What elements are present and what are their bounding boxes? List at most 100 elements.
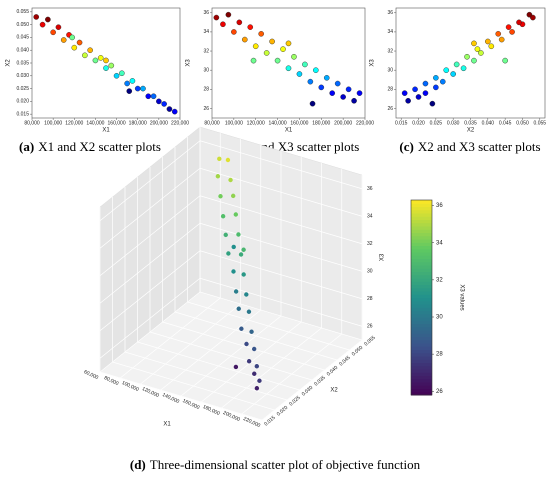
x-tick-label: 140,000: [269, 120, 287, 126]
point: [464, 53, 470, 60]
point: [471, 40, 477, 47]
x-axis-label: X1: [102, 128, 110, 134]
colorbar-band: [411, 294, 432, 298]
point: [509, 29, 515, 35]
point: [45, 16, 51, 23]
caption-text: Three-dimensional scatter plot of object…: [150, 457, 421, 472]
x-tick-label: 100,000: [44, 120, 62, 126]
y-tick-label: 0.025: [16, 86, 29, 92]
point: [443, 67, 450, 73]
colorbar-band: [411, 268, 432, 272]
grid-line: [199, 250, 363, 300]
x-tick-label: 160,000: [108, 120, 126, 126]
colorbar-frame: [410, 199, 433, 396]
point: [239, 326, 244, 331]
point: [274, 57, 281, 64]
colorbar-band: [411, 362, 432, 367]
point: [233, 212, 239, 217]
point: [150, 93, 157, 100]
point: [345, 86, 352, 93]
point: [39, 21, 46, 28]
point: [254, 386, 260, 391]
point: [236, 306, 241, 311]
point: [439, 78, 446, 85]
x-tick-label: 0.020: [412, 120, 425, 126]
colorbar-band: [411, 356, 432, 360]
colorbar-band: [411, 274, 432, 279]
colorbar-band: [411, 304, 432, 308]
caption: (d) Three-dimensional scatter plot of obj…: [130, 457, 421, 472]
colorbar-band: [411, 336, 432, 341]
point: [218, 194, 223, 199]
x-tick-label: 200,000: [334, 120, 352, 126]
point: [334, 80, 341, 87]
point: [223, 232, 228, 238]
point: [302, 61, 308, 68]
point: [244, 341, 249, 347]
y-tick-label: 26: [203, 106, 209, 112]
point: [356, 90, 363, 96]
point: [92, 57, 99, 64]
colorbar-band: [411, 343, 432, 347]
colorbar-band: [411, 359, 432, 363]
grid-line: [174, 311, 338, 361]
point: [460, 65, 467, 72]
point: [103, 57, 109, 64]
point: [87, 47, 93, 54]
y-axis-label: X2: [6, 59, 12, 67]
grid-line: [162, 321, 325, 371]
x-tick-label: 60,000: [83, 369, 100, 381]
colorbar-band: [411, 245, 432, 250]
colorbar-band: [411, 213, 432, 217]
x-tick-label: 180,000: [129, 120, 147, 126]
colorbar-band: [411, 300, 432, 305]
colorbar-band: [411, 385, 432, 389]
point: [285, 65, 292, 72]
point: [250, 57, 257, 64]
x-tick-label: 80,000: [24, 120, 40, 126]
point: [329, 90, 336, 96]
point: [171, 108, 178, 115]
point: [71, 44, 78, 51]
point: [280, 46, 286, 52]
point: [215, 174, 221, 179]
colorbar-band: [411, 310, 432, 315]
point: [474, 46, 481, 52]
x-tick-label: 0.015: [395, 120, 408, 126]
colorbar-band: [411, 219, 432, 224]
colorbar-band: [411, 339, 432, 344]
point: [505, 24, 512, 30]
colorbar-band: [411, 372, 432, 376]
point: [231, 244, 236, 250]
point: [340, 94, 346, 100]
y-tick-label: 32: [203, 48, 209, 54]
x-tick-label: 180,000: [312, 120, 330, 126]
point: [145, 93, 152, 100]
grid-line: [199, 195, 363, 245]
point: [60, 37, 67, 43]
point: [478, 50, 484, 56]
point: [241, 36, 248, 43]
point: [516, 19, 522, 26]
point: [225, 11, 232, 18]
plot-frame: [395, 7, 546, 119]
point: [309, 100, 316, 107]
colorbar-band: [411, 209, 432, 214]
point: [244, 292, 249, 297]
colorbar-band: [411, 255, 432, 259]
plot-frame: [211, 7, 366, 119]
z-tick-label: 30: [367, 269, 373, 275]
point: [285, 40, 292, 47]
x-tick-label: 80,000: [103, 375, 120, 387]
colorbar-band: [411, 388, 432, 393]
caption-tag: (d): [130, 457, 146, 472]
grid-line: [112, 361, 275, 411]
point: [323, 75, 330, 81]
y-tick-label: 26: [387, 106, 393, 112]
colorbar-band: [411, 378, 432, 383]
colorbar-band: [411, 349, 432, 354]
y-tick-label: 0.040: [16, 48, 29, 54]
point: [471, 57, 477, 64]
point: [269, 38, 275, 45]
point: [124, 80, 130, 87]
